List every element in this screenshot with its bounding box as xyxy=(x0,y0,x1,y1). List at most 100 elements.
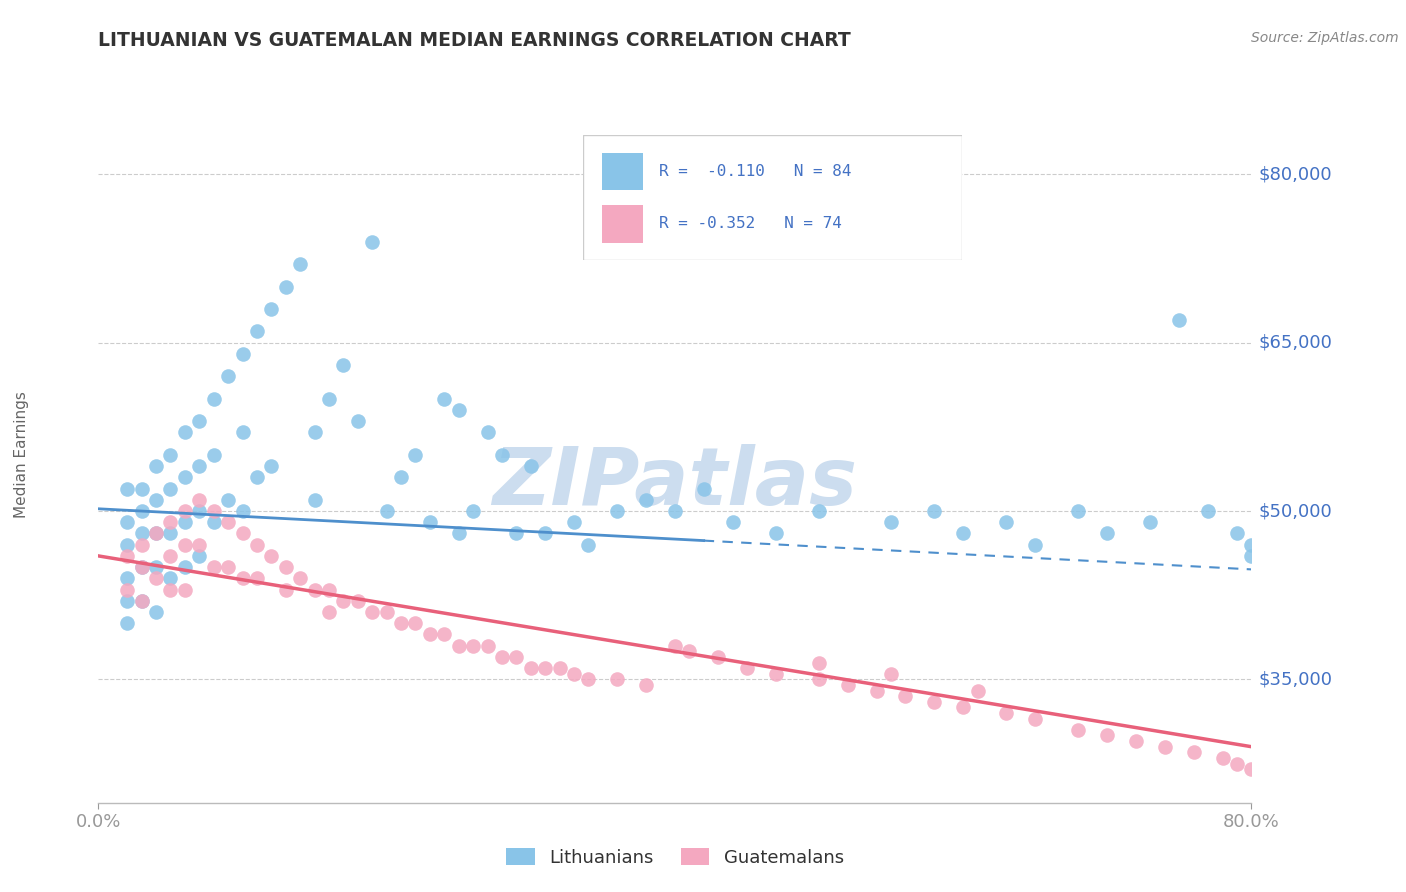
Point xyxy=(217,492,239,507)
Point xyxy=(159,526,181,541)
Point xyxy=(231,571,254,585)
Point xyxy=(1240,762,1263,776)
Point xyxy=(534,526,557,541)
Text: $80,000: $80,000 xyxy=(1258,165,1331,184)
Text: $50,000: $50,000 xyxy=(1258,502,1331,520)
Point xyxy=(159,549,181,563)
Point xyxy=(534,661,557,675)
Point xyxy=(866,683,889,698)
Point xyxy=(952,526,974,541)
Point xyxy=(505,649,527,664)
Point xyxy=(117,616,138,631)
Point xyxy=(260,459,283,474)
Point xyxy=(578,673,600,687)
Point xyxy=(131,482,153,496)
Point xyxy=(246,325,269,339)
Point xyxy=(1024,538,1046,552)
Point xyxy=(290,571,312,585)
Point xyxy=(174,560,197,574)
Point xyxy=(562,515,585,529)
Point xyxy=(346,594,368,608)
Point xyxy=(520,459,543,474)
Text: Source: ZipAtlas.com: Source: ZipAtlas.com xyxy=(1251,31,1399,45)
Point xyxy=(260,549,283,563)
Point xyxy=(491,448,513,462)
Point xyxy=(837,190,859,204)
Point xyxy=(578,538,600,552)
Point xyxy=(131,538,153,552)
Point xyxy=(1139,515,1161,529)
Point xyxy=(217,369,239,384)
Point xyxy=(447,403,470,417)
Point xyxy=(678,644,700,658)
Point xyxy=(131,594,153,608)
Point xyxy=(117,482,138,496)
Point xyxy=(1125,734,1147,748)
Point xyxy=(433,627,456,641)
Point xyxy=(231,425,254,440)
Point xyxy=(1182,745,1205,759)
Point xyxy=(1240,538,1263,552)
Point xyxy=(765,666,787,681)
Bar xyxy=(602,153,644,190)
Text: $65,000: $65,000 xyxy=(1258,334,1333,351)
Point xyxy=(693,482,716,496)
Point xyxy=(131,526,153,541)
Point xyxy=(548,661,571,675)
Point xyxy=(1097,526,1119,541)
Point xyxy=(1153,739,1175,754)
Point xyxy=(202,515,225,529)
Point xyxy=(260,301,283,316)
Point xyxy=(447,639,470,653)
Point xyxy=(131,560,153,574)
Point xyxy=(477,425,499,440)
Text: R = -0.352   N = 74: R = -0.352 N = 74 xyxy=(658,217,841,231)
Point xyxy=(1024,712,1046,726)
Point xyxy=(290,257,312,271)
Point xyxy=(332,594,354,608)
Point xyxy=(174,470,197,484)
Point xyxy=(447,526,470,541)
Point xyxy=(922,504,945,518)
Legend: Lithuanians, Guatemalans: Lithuanians, Guatemalans xyxy=(499,840,851,874)
Point xyxy=(461,504,484,518)
Point xyxy=(304,582,326,597)
Point xyxy=(361,235,384,249)
Point xyxy=(274,560,297,574)
Point xyxy=(735,661,758,675)
Point xyxy=(332,358,354,372)
Point xyxy=(707,649,730,664)
Point xyxy=(664,639,686,653)
Point xyxy=(188,504,211,518)
Text: LITHUANIAN VS GUATEMALAN MEDIAN EARNINGS CORRELATION CHART: LITHUANIAN VS GUATEMALAN MEDIAN EARNINGS… xyxy=(98,31,851,50)
Point xyxy=(880,666,903,681)
Point xyxy=(1168,313,1191,327)
Point xyxy=(274,279,297,293)
Point xyxy=(505,526,527,541)
Point xyxy=(405,616,427,631)
Point xyxy=(117,515,138,529)
Point xyxy=(461,639,484,653)
Point xyxy=(202,560,225,574)
Point xyxy=(117,549,138,563)
Point xyxy=(419,627,441,641)
Point xyxy=(664,504,686,518)
Point xyxy=(217,515,239,529)
Point xyxy=(231,504,254,518)
Point xyxy=(375,605,398,619)
Point xyxy=(894,689,917,703)
Point xyxy=(433,392,456,406)
Point xyxy=(159,515,181,529)
Point xyxy=(188,549,211,563)
Text: $35,000: $35,000 xyxy=(1258,671,1333,689)
Point xyxy=(1226,526,1249,541)
Point xyxy=(117,594,138,608)
Point xyxy=(1197,504,1219,518)
Point xyxy=(636,678,658,692)
Point xyxy=(231,526,254,541)
Point xyxy=(837,678,859,692)
Point xyxy=(145,571,167,585)
Point xyxy=(202,392,225,406)
FancyBboxPatch shape xyxy=(582,136,962,260)
Point xyxy=(145,526,167,541)
